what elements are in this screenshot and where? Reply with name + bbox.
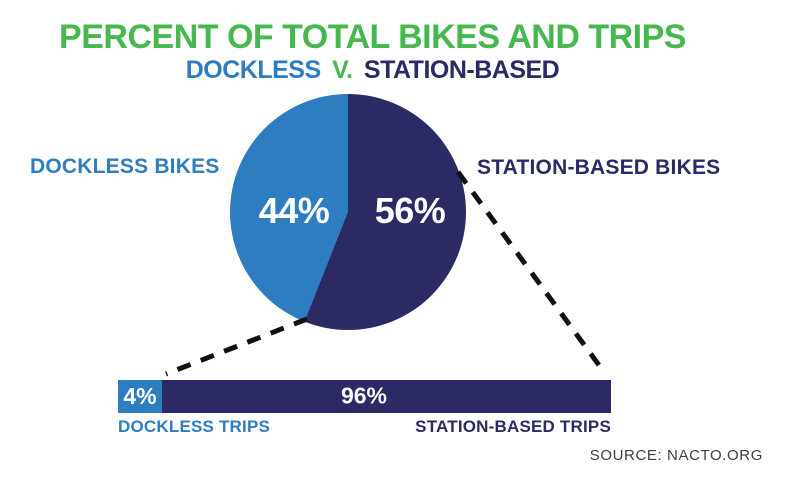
bar-value-dockless: 4% xyxy=(123,383,157,409)
pie-value-station: 56% xyxy=(374,190,446,231)
pie-chart: 44% 56% xyxy=(230,94,466,330)
bar-value-station: 96% xyxy=(340,382,388,409)
bar-segment-dockless: 4% xyxy=(118,380,162,413)
trips-bar: 4% xyxy=(118,380,611,413)
bar-segment-station xyxy=(162,380,611,413)
chart-title: PERCENT OF TOTAL BIKES AND TRIPS xyxy=(59,18,686,56)
pie-label-dockless-bikes: DOCKLESS BIKES xyxy=(30,155,220,178)
source-credit: SOURCE: NACTO.ORG xyxy=(589,447,763,464)
subtitle-station: STATION-BASED xyxy=(363,56,560,84)
bar-label-dockless-trips: DOCKLESS TRIPS xyxy=(118,417,271,436)
bar-label-station-trips: STATION-BASED TRIPS xyxy=(415,417,611,436)
connector-line-left xyxy=(165,316,308,377)
subtitle-dockless: DOCKLESS xyxy=(185,56,321,84)
chart-subtitle: DOCKLESS V. STATION-BASED xyxy=(0,56,745,85)
pie-value-dockless: 44% xyxy=(258,190,330,231)
subtitle-versus: V. xyxy=(332,56,353,84)
connector-line-right xyxy=(455,170,607,374)
pie-label-station-bikes: STATION-BASED BIKES xyxy=(477,156,721,179)
